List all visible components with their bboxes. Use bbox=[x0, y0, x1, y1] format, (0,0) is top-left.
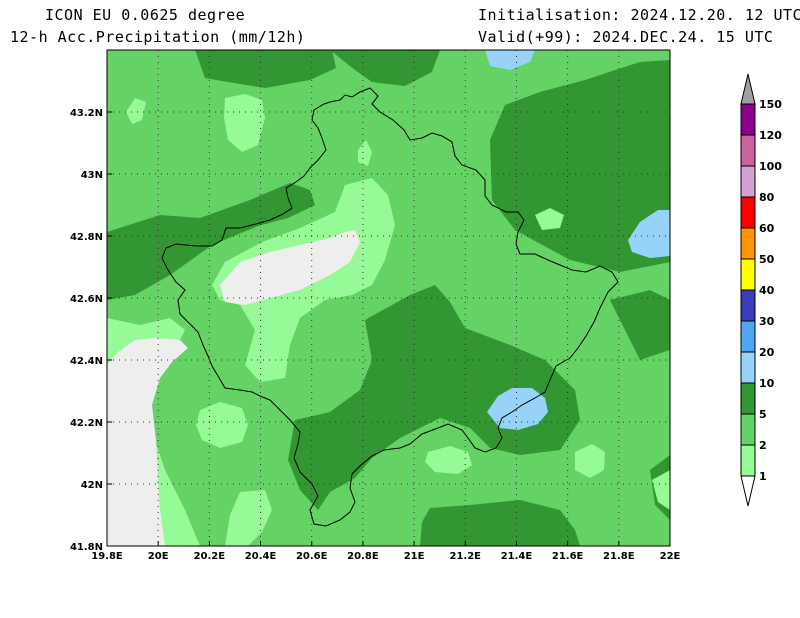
legend-level-label: 50 bbox=[759, 253, 775, 266]
precip-below-1-area bbox=[220, 230, 360, 305]
precip-1-2-area bbox=[224, 94, 265, 152]
lat-tick-label: 42.4N bbox=[70, 356, 103, 367]
precip-10-20-area bbox=[487, 388, 548, 430]
legend-swatch bbox=[740, 320, 756, 353]
precip-5-10-area bbox=[330, 50, 440, 86]
precip-10-20-area bbox=[628, 210, 670, 258]
lat-tick-label: 42N bbox=[81, 480, 103, 491]
legend-swatch bbox=[740, 382, 756, 415]
lon-tick-label: 21.2E bbox=[450, 551, 482, 562]
model-title: ICON EU 0.0625 degree bbox=[45, 6, 246, 24]
precip-1-2-area bbox=[126, 98, 146, 124]
legend-swatch-above bbox=[740, 73, 756, 105]
legend-level-label: 5 bbox=[759, 408, 767, 421]
lon-tick-label: 21.8E bbox=[603, 551, 635, 562]
legend-level-label: 1 bbox=[759, 470, 767, 483]
precip-1-2-area bbox=[196, 402, 248, 448]
legend-swatch bbox=[740, 196, 756, 229]
legend-level-label: 10 bbox=[759, 377, 775, 390]
precip-1-2-area bbox=[575, 444, 605, 478]
precip-5-10-area bbox=[420, 500, 580, 546]
legend-swatch bbox=[740, 351, 756, 384]
init-time: Initialisation: 2024.12.20. 12 UTC bbox=[478, 6, 800, 24]
lon-tick-label: 21E bbox=[404, 551, 425, 562]
legend-swatch bbox=[740, 258, 756, 291]
legend-swatch bbox=[740, 413, 756, 446]
lat-tick-label: 42.6N bbox=[70, 294, 103, 305]
precip-5-10-area bbox=[195, 50, 336, 88]
legend-swatch bbox=[740, 444, 756, 477]
lon-tick-label: 20E bbox=[148, 551, 169, 562]
legend-level-label: 120 bbox=[759, 129, 782, 142]
lon-tick-label: 20.6E bbox=[296, 551, 328, 562]
legend-level-label: 150 bbox=[759, 98, 782, 111]
precip-1-2-area bbox=[358, 140, 372, 166]
legend-swatch bbox=[740, 227, 756, 260]
lat-tick-label: 43.2N bbox=[70, 108, 103, 119]
legend-level-label: 60 bbox=[759, 222, 775, 235]
precip-legend: 1 2 5 10 20 30 40 50 60 80 100 120 150 bbox=[740, 73, 782, 507]
legend-level-label: 80 bbox=[759, 191, 775, 204]
country-border bbox=[161, 87, 619, 527]
legend-swatch bbox=[740, 289, 756, 322]
precip-5-10-area bbox=[490, 60, 670, 272]
precip-10-20-area bbox=[485, 50, 535, 70]
precip-5-10-area bbox=[288, 285, 580, 510]
lon-tick-label: 22E bbox=[660, 551, 681, 562]
lon-tick-label: 20.8E bbox=[347, 551, 379, 562]
legend-swatch-below bbox=[740, 475, 756, 507]
legend-swatch bbox=[740, 165, 756, 198]
legend-level-label: 40 bbox=[759, 284, 775, 297]
lon-tick-labels: 19.8E 20E 20.2E 20.4E 20.6E 20.8E 21E 21.2E 21.4… bbox=[91, 541, 681, 562]
legend-level-label: 100 bbox=[759, 160, 782, 173]
lon-tick-label: 19.8E bbox=[91, 551, 123, 562]
precip-1-2-area bbox=[535, 208, 564, 230]
legend-swatch bbox=[740, 103, 756, 136]
precip-below-1-area bbox=[107, 338, 188, 546]
lat-tick-label: 43N bbox=[81, 170, 103, 181]
lat-tick-label: 42.2N bbox=[70, 418, 103, 429]
precip-1-2-area bbox=[425, 446, 472, 474]
field-title: 12-h Acc.Precipitation (mm/12h) bbox=[10, 28, 306, 46]
precip-5-10-area bbox=[107, 183, 315, 300]
precip-field bbox=[107, 50, 670, 546]
legend-level-label: 2 bbox=[759, 439, 767, 452]
lon-tick-label: 21.4E bbox=[501, 551, 533, 562]
legend-level-label: 30 bbox=[759, 315, 775, 328]
precip-1-2-area bbox=[225, 490, 272, 546]
lat-tick-labels: 41.8N 42N 42.2N 42.4N 42.6N 42.8N 43N 43.2N bbox=[70, 108, 112, 553]
lat-tick-label: 42.8N bbox=[70, 232, 103, 243]
valid-time: Valid(+99): 2024.DEC.24. 15 UTC bbox=[478, 28, 774, 46]
legend-level-label: 20 bbox=[759, 346, 775, 359]
lon-tick-label: 20.2E bbox=[194, 551, 226, 562]
lon-tick-label: 20.4E bbox=[245, 551, 277, 562]
precip-1-2-area bbox=[652, 470, 670, 510]
lat-tick-label: 41.8N bbox=[70, 542, 103, 553]
lon-tick-label: 21.6E bbox=[552, 551, 584, 562]
precip-5-10-area bbox=[610, 290, 670, 360]
legend-swatch bbox=[740, 134, 756, 167]
